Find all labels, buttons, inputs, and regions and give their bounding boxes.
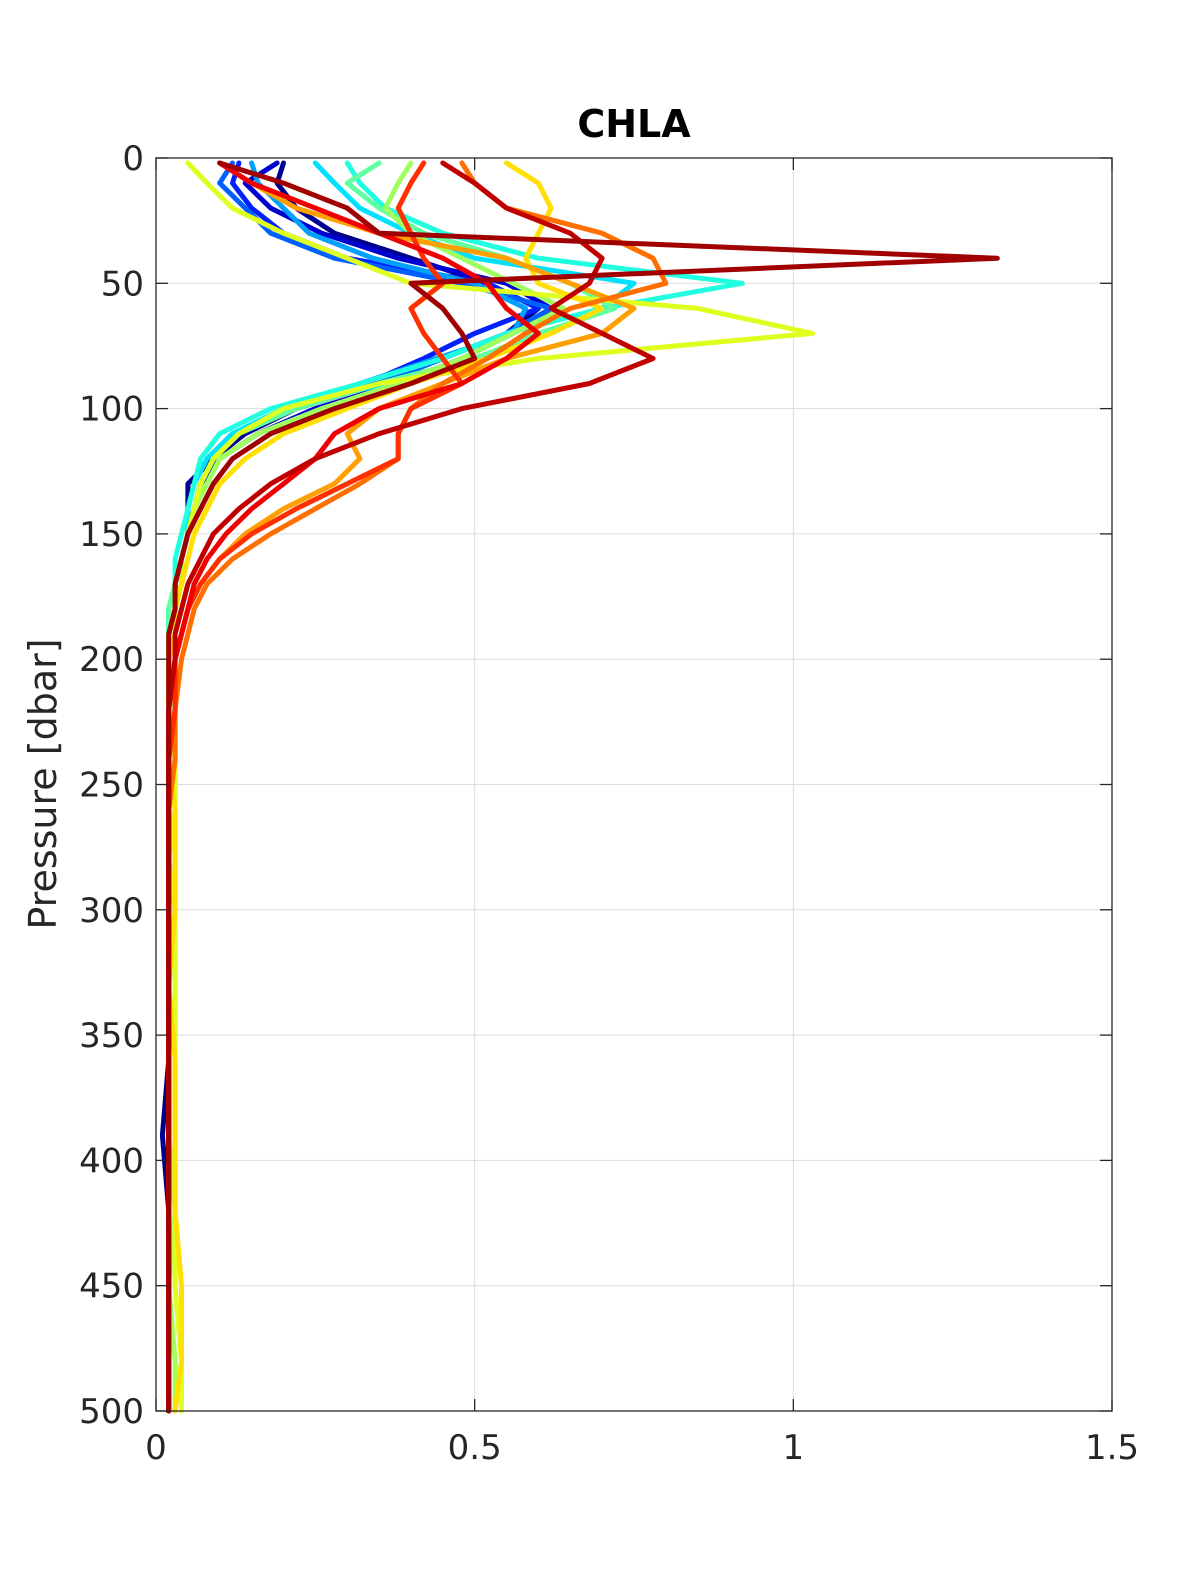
chart-title: CHLA — [577, 102, 691, 146]
profile-series-line — [166, 160, 1000, 1414]
y-tick-label: 500 — [79, 1392, 144, 1432]
y-tick-label: 450 — [79, 1267, 144, 1307]
axis-ticks — [155, 157, 1113, 1412]
y-axis-label: Pressure [dbar] — [21, 638, 65, 929]
x-tick-label: 1.5 — [1085, 1428, 1139, 1468]
x-tick-labels: 0 0.5 1 1.5 — [145, 1428, 1139, 1468]
y-tick-label: 50 — [101, 264, 144, 304]
y-tick-label: 0 — [122, 139, 144, 179]
y-tick-label: 100 — [79, 390, 144, 430]
y-tick-label: 250 — [79, 766, 144, 806]
y-tick-label: 200 — [79, 640, 144, 680]
y-tick-label: 350 — [79, 1016, 144, 1056]
x-tick-label: 1 — [783, 1428, 805, 1468]
profile-lines — [159, 160, 1000, 1414]
y-tick-labels: 0 50 100 150 200 250 300 350 400 450 500 — [79, 139, 144, 1432]
y-tick-label: 300 — [79, 891, 144, 931]
x-tick-label: 0 — [145, 1428, 167, 1468]
x-tick-label: 0.5 — [448, 1428, 502, 1468]
profile-series-line — [166, 160, 605, 1414]
y-tick-label: 400 — [79, 1141, 144, 1181]
y-tick-label: 150 — [79, 515, 144, 555]
